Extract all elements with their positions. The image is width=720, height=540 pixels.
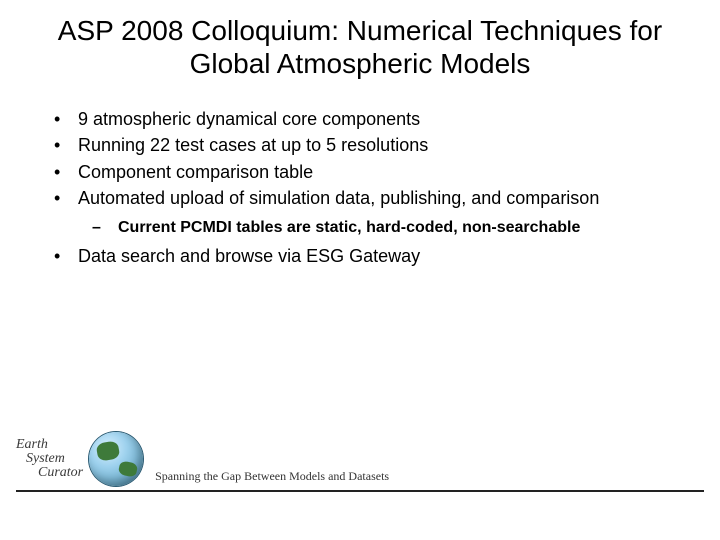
bullet-dot-icon: • [54,134,78,157]
sub-list-item: – Current PCMDI tables are static, hard-… [92,217,684,239]
logo-text: Earth System Curator [16,438,83,480]
bullet-dot-icon: • [54,187,78,210]
bullet-text: 9 atmospheric dynamical core components [78,108,420,131]
bullet-dash-icon: – [92,217,118,239]
bullet-dot-icon: • [54,108,78,131]
logo-line-3: Curator [38,466,83,480]
globe-icon [89,432,143,486]
bullet-text: Data search and browse via ESG Gateway [78,245,420,268]
bullet-text: Automated upload of simulation data, pub… [78,187,599,210]
logo-line-2: System [26,452,83,466]
sub-bullet-text: Current PCMDI tables are static, hard-co… [118,217,580,239]
bullet-dot-icon: • [54,161,78,184]
footer-tagline: Spanning the Gap Between Models and Data… [155,469,389,484]
list-item: • Running 22 test cases at up to 5 resol… [54,134,684,157]
slide-footer: Earth System Curator Spanning the Gap Be… [16,432,704,492]
bullet-text: Running 22 test cases at up to 5 resolut… [78,134,428,157]
slide: ASP 2008 Colloquium: Numerical Technique… [0,0,720,540]
list-item: • Component comparison table [54,161,684,184]
bullet-list: • 9 atmospheric dynamical core component… [54,108,684,268]
footer-logo: Earth System Curator [16,432,143,486]
footer-row: Earth System Curator Spanning the Gap Be… [16,432,704,486]
slide-title: ASP 2008 Colloquium: Numerical Technique… [52,14,668,80]
list-item: • 9 atmospheric dynamical core component… [54,108,684,131]
bullet-dot-icon: • [54,245,78,268]
bullet-text: Component comparison table [78,161,313,184]
list-item: • Data search and browse via ESG Gateway [54,245,684,268]
logo-line-1: Earth [16,438,83,452]
list-item: • Automated upload of simulation data, p… [54,187,684,210]
footer-divider [16,490,704,492]
